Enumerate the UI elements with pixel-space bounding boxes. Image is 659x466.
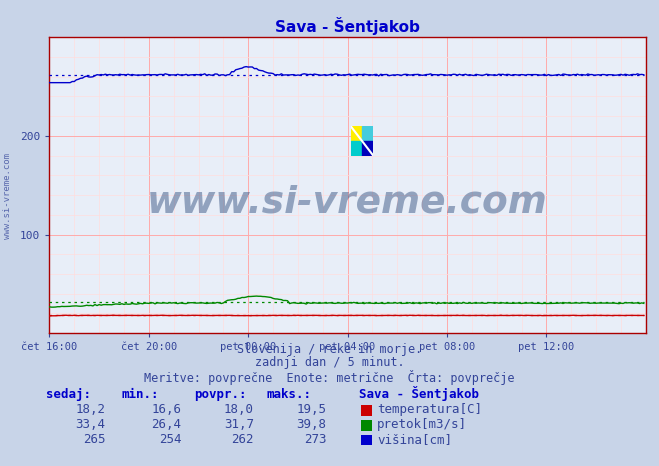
Text: 19,5: 19,5 <box>296 404 326 416</box>
Text: maks.:: maks.: <box>267 389 312 401</box>
Text: www.si-vreme.com: www.si-vreme.com <box>147 185 548 221</box>
Text: 273: 273 <box>304 433 326 446</box>
Text: min.:: min.: <box>122 389 159 401</box>
Text: pretok[m3/s]: pretok[m3/s] <box>377 418 467 431</box>
Text: 39,8: 39,8 <box>296 418 326 431</box>
Text: temperatura[C]: temperatura[C] <box>377 404 482 416</box>
Text: www.si-vreme.com: www.si-vreme.com <box>3 153 13 239</box>
Text: povpr.:: povpr.: <box>194 389 247 401</box>
Text: 26,4: 26,4 <box>151 418 181 431</box>
Title: Sava - Šentjakob: Sava - Šentjakob <box>275 17 420 35</box>
Text: 16,6: 16,6 <box>151 404 181 416</box>
Text: 18,2: 18,2 <box>75 404 105 416</box>
Text: 254: 254 <box>159 433 181 446</box>
Text: 18,0: 18,0 <box>223 404 254 416</box>
Text: Sava - Šentjakob: Sava - Šentjakob <box>359 386 479 401</box>
Text: Meritve: povprečne  Enote: metrične  Črta: povprečje: Meritve: povprečne Enote: metrične Črta:… <box>144 370 515 385</box>
Text: 33,4: 33,4 <box>75 418 105 431</box>
Text: 265: 265 <box>83 433 105 446</box>
Text: 31,7: 31,7 <box>223 418 254 431</box>
Text: sedaj:: sedaj: <box>46 389 91 401</box>
Text: 262: 262 <box>231 433 254 446</box>
Text: zadnji dan / 5 minut.: zadnji dan / 5 minut. <box>254 356 405 370</box>
Text: Slovenija / reke in morje.: Slovenija / reke in morje. <box>237 343 422 356</box>
Text: višina[cm]: višina[cm] <box>377 433 452 446</box>
